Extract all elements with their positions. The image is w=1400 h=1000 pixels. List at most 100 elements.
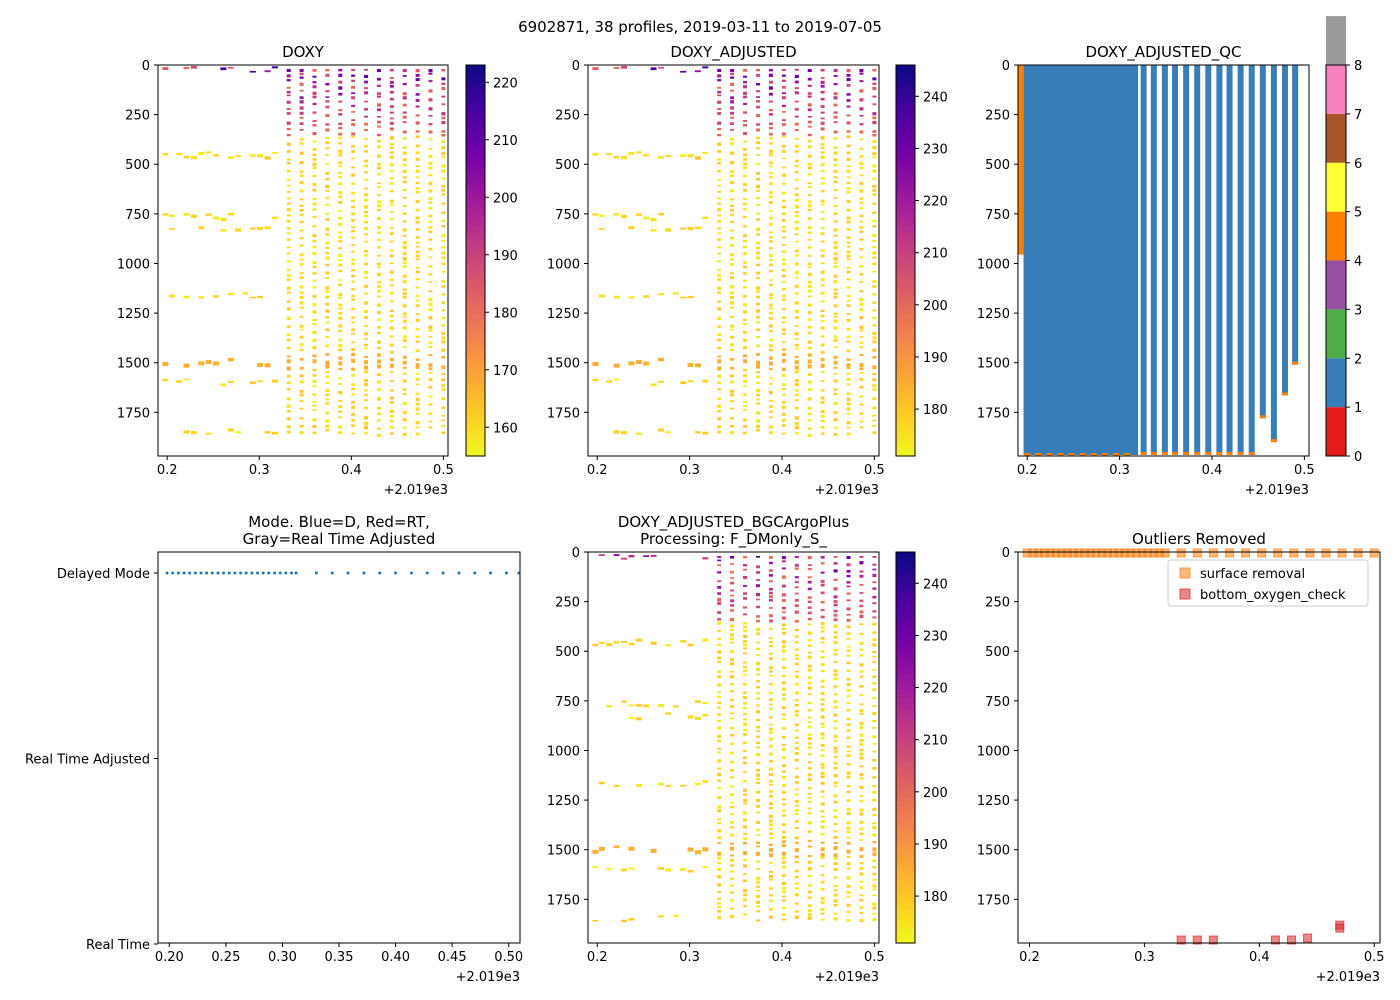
mode-point xyxy=(222,571,226,575)
heatmap-cell xyxy=(820,763,825,767)
colorbar-band xyxy=(896,284,915,291)
heatmap-cell xyxy=(833,755,838,758)
heatmap-cell xyxy=(846,278,851,281)
heatmap-cell xyxy=(768,703,773,706)
heatmap-cell xyxy=(351,212,356,216)
heatmap-cell xyxy=(833,669,838,673)
heatmap-cell xyxy=(768,907,773,911)
heatmap-cell xyxy=(768,176,773,179)
heatmap-cell xyxy=(794,240,799,243)
heatmap-cell xyxy=(755,227,760,231)
heatmap-cell xyxy=(794,365,799,370)
heatmap-cell xyxy=(807,875,812,877)
colorbar-band xyxy=(896,377,915,384)
heatmap-cell xyxy=(807,186,812,189)
heatmap-cell xyxy=(872,309,877,312)
y-tick-label: 1000 xyxy=(977,744,1010,759)
heatmap-cell xyxy=(872,414,877,417)
heatmap-cell xyxy=(338,109,343,112)
heatmap-cell xyxy=(389,182,394,185)
heatmap-cell xyxy=(351,294,356,298)
heatmap-cell xyxy=(338,92,343,96)
heatmap-cell xyxy=(402,169,407,173)
heatmap-cell xyxy=(264,226,271,230)
heatmap-cell xyxy=(717,650,722,654)
heatmap-cell xyxy=(807,709,812,712)
heatmap-cell xyxy=(205,432,212,435)
heatmap-cell xyxy=(364,383,369,387)
heatmap-cell xyxy=(820,151,825,154)
heatmap-cell xyxy=(781,294,786,298)
qc-column xyxy=(1237,65,1244,456)
heatmap-cell xyxy=(687,380,694,383)
plot-border xyxy=(587,551,880,944)
heatmap-cell xyxy=(820,97,825,101)
heatmap-cell xyxy=(872,280,877,283)
colorbar-band xyxy=(896,436,915,442)
colorbar-band xyxy=(466,412,485,418)
heatmap-cell xyxy=(743,418,748,422)
heatmap-cell xyxy=(441,146,446,150)
heatmap-cell xyxy=(833,372,838,375)
colorbar-band xyxy=(896,421,915,428)
heatmap-cell xyxy=(183,363,190,368)
heatmap-cell xyxy=(755,393,760,397)
heatmap-cell xyxy=(781,205,786,209)
heatmap-cell xyxy=(351,92,356,95)
heatmap-cell xyxy=(768,316,773,320)
heatmap-cell xyxy=(743,75,748,78)
mode-point xyxy=(362,571,366,575)
heatmap-cell xyxy=(657,212,664,216)
heatmap-cell xyxy=(768,737,773,741)
heatmap-cell xyxy=(376,182,381,185)
heatmap-cell xyxy=(376,239,381,241)
heatmap-cell xyxy=(781,387,786,390)
heatmap-cell xyxy=(364,68,369,71)
heatmap-cells xyxy=(592,65,877,437)
heatmap-cell xyxy=(351,321,356,324)
heatmap-cell xyxy=(846,216,851,220)
heatmap-cell xyxy=(743,802,748,805)
heatmap-cell xyxy=(833,734,838,739)
heatmap-cell xyxy=(730,617,735,622)
legend-box xyxy=(1167,559,1369,607)
heatmap-cell xyxy=(351,96,356,100)
colorbar-band xyxy=(466,79,485,86)
colorbar-band xyxy=(466,319,485,325)
heatmap-cell xyxy=(730,734,735,737)
heatmap-cell xyxy=(441,189,446,192)
heatmap-cell xyxy=(249,381,256,385)
heatmap-cell xyxy=(755,328,760,332)
heatmap-cell xyxy=(820,218,825,220)
heatmap-cell xyxy=(730,72,735,76)
heatmap-cell xyxy=(702,847,709,852)
heatmap-cell xyxy=(859,316,864,320)
heatmap-cell xyxy=(820,621,825,626)
heatmap-cell xyxy=(781,861,786,864)
heatmap-cell xyxy=(286,184,291,187)
heatmap-cell xyxy=(872,616,877,619)
heatmap-cell xyxy=(351,166,356,169)
heatmap-cell xyxy=(794,270,799,275)
heatmap-cell xyxy=(415,236,420,239)
heatmap-cell xyxy=(807,182,812,185)
heatmap-cell xyxy=(730,349,735,352)
heatmap-cell xyxy=(338,425,343,429)
heatmap-cell xyxy=(415,392,420,395)
plot-title: Mode. Blue=D, Red=RT, xyxy=(248,513,430,531)
heatmap-cell xyxy=(833,115,838,119)
heatmap-cell xyxy=(717,796,722,799)
heatmap-cell xyxy=(794,178,799,181)
colorbar-band xyxy=(896,260,915,266)
heatmap-cell xyxy=(286,207,291,212)
heatmap-cell xyxy=(402,319,407,323)
heatmap-cell xyxy=(717,325,722,328)
heatmap-cell xyxy=(794,704,799,707)
heatmap-cell xyxy=(402,234,407,237)
colorbar-band xyxy=(896,781,915,788)
heatmap-cell xyxy=(768,767,773,771)
heatmap-cell xyxy=(820,357,825,362)
colorbar-band xyxy=(896,397,915,403)
heatmap-cell xyxy=(717,191,722,193)
